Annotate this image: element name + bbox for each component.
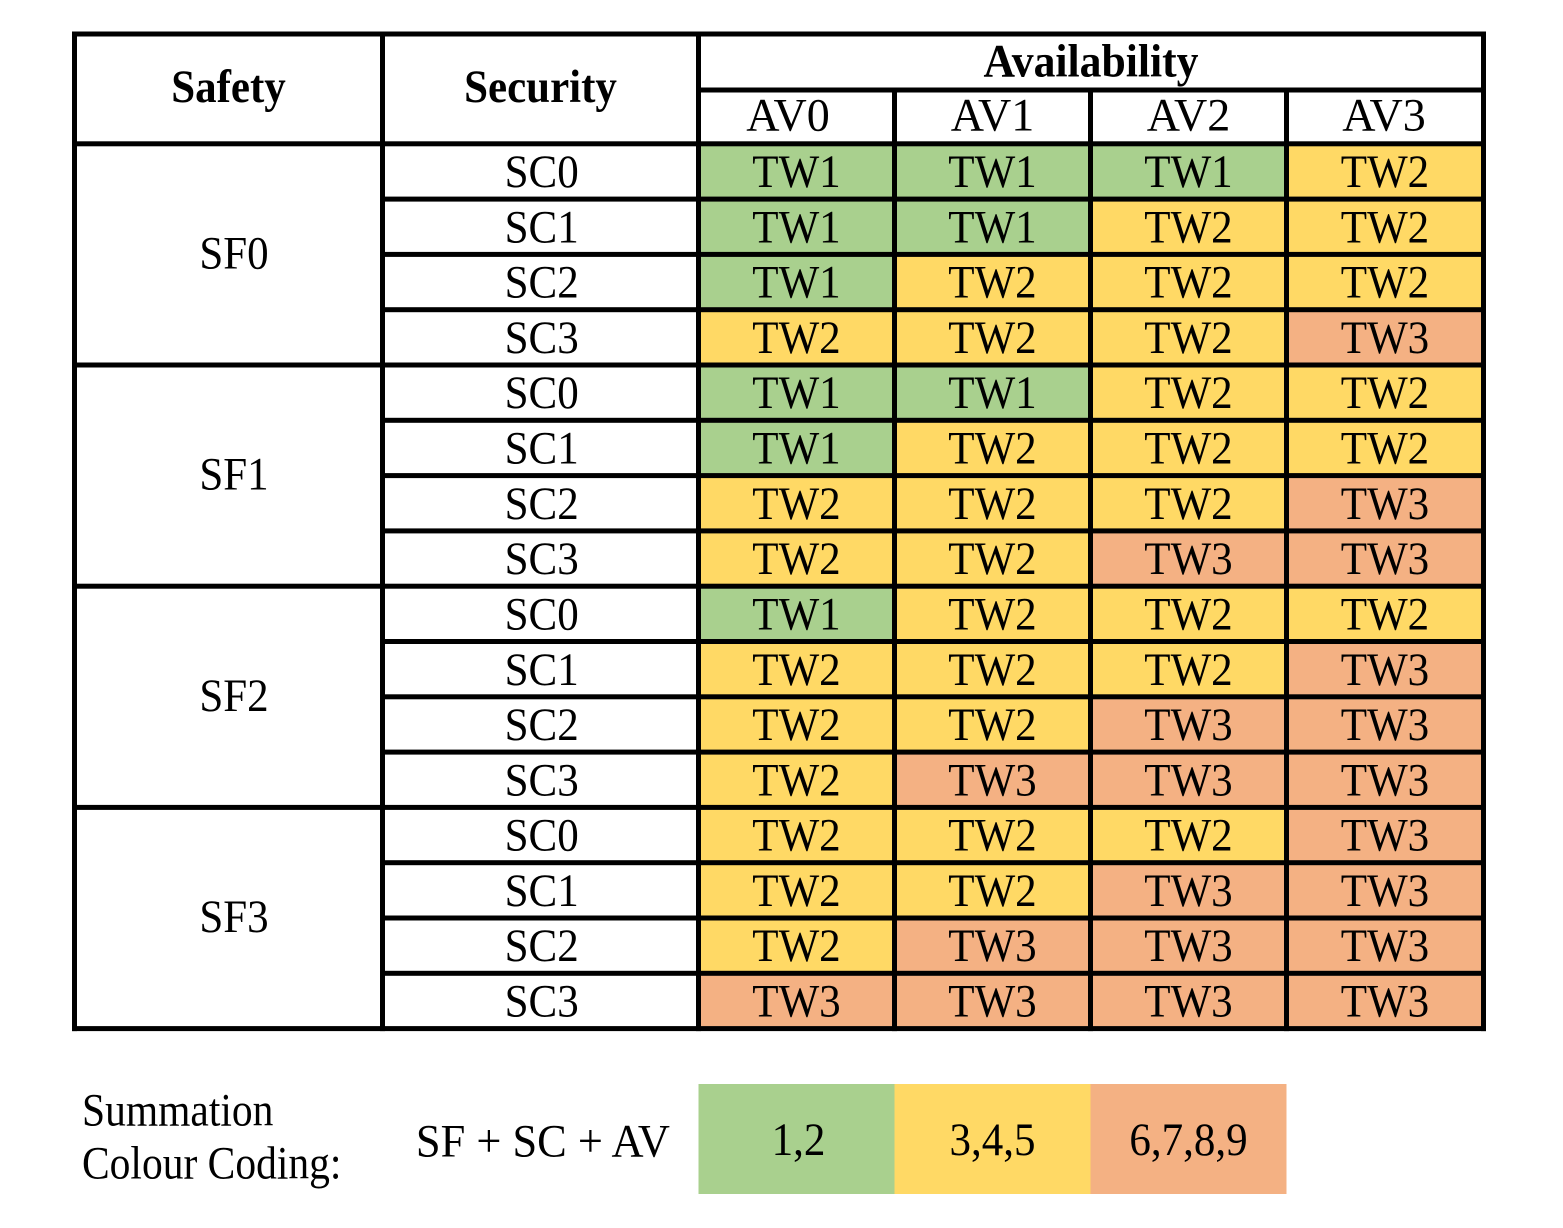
svg-text:TW2: TW2 — [752, 534, 840, 585]
svg-text:TW2: TW2 — [1341, 202, 1429, 253]
svg-text:TW1: TW1 — [948, 147, 1036, 198]
svg-text:SC1: SC1 — [505, 424, 579, 475]
svg-text:TW3: TW3 — [1341, 479, 1429, 530]
svg-text:TW3: TW3 — [1144, 977, 1232, 1028]
svg-text:SC3: SC3 — [505, 313, 579, 364]
svg-text:3,4,5: 3,4,5 — [950, 1115, 1036, 1166]
svg-text:TW2: TW2 — [752, 479, 840, 530]
svg-text:TW2: TW2 — [1144, 424, 1232, 475]
svg-text:TW2: TW2 — [1144, 645, 1232, 696]
svg-text:SC3: SC3 — [505, 534, 579, 585]
svg-text:TW1: TW1 — [1144, 147, 1232, 198]
svg-text:TW2: TW2 — [948, 590, 1036, 641]
svg-text:TW3: TW3 — [1341, 700, 1429, 751]
svg-text:SC0: SC0 — [505, 811, 579, 862]
svg-text:AV1: AV1 — [951, 91, 1035, 142]
svg-text:TW3: TW3 — [752, 977, 840, 1028]
svg-text:TW3: TW3 — [948, 921, 1036, 972]
svg-text:TW2: TW2 — [948, 313, 1036, 364]
svg-text:TW3: TW3 — [1341, 866, 1429, 917]
svg-text:SF + SC + AV: SF + SC + AV — [416, 1117, 670, 1168]
svg-text:Availability: Availability — [984, 37, 1199, 88]
svg-text:TW2: TW2 — [752, 811, 840, 862]
svg-text:TW2: TW2 — [1341, 590, 1429, 641]
svg-text:TW3: TW3 — [1341, 977, 1429, 1028]
svg-text:SF0: SF0 — [199, 228, 268, 279]
svg-text:SC2: SC2 — [505, 700, 579, 751]
svg-text:SF3: SF3 — [199, 892, 268, 943]
svg-text:TW3: TW3 — [948, 977, 1036, 1028]
svg-text:TW2: TW2 — [948, 534, 1036, 585]
svg-text:TW3: TW3 — [1144, 755, 1232, 806]
svg-text:TW1: TW1 — [948, 368, 1036, 419]
svg-text:SC3: SC3 — [505, 755, 579, 806]
svg-text:SC0: SC0 — [505, 368, 579, 419]
svg-text:TW3: TW3 — [1144, 866, 1232, 917]
svg-text:SC2: SC2 — [505, 479, 579, 530]
svg-text:SC2: SC2 — [505, 921, 579, 972]
svg-text:TW2: TW2 — [1144, 479, 1232, 530]
svg-text:TW3: TW3 — [1144, 921, 1232, 972]
svg-text:SC0: SC0 — [505, 590, 579, 641]
svg-text:AV0: AV0 — [746, 91, 830, 142]
svg-text:TW2: TW2 — [752, 921, 840, 972]
svg-text:TW1: TW1 — [752, 424, 840, 475]
svg-text:TW2: TW2 — [752, 645, 840, 696]
svg-text:6,7,8,9: 6,7,8,9 — [1129, 1115, 1247, 1166]
svg-text:TW1: TW1 — [948, 202, 1036, 253]
svg-text:TW3: TW3 — [1341, 534, 1429, 585]
svg-text:TW3: TW3 — [1341, 313, 1429, 364]
svg-text:TW2: TW2 — [1341, 424, 1429, 475]
svg-text:TW2: TW2 — [752, 755, 840, 806]
svg-text:TW2: TW2 — [1341, 258, 1429, 309]
svg-text:TW2: TW2 — [1144, 258, 1232, 309]
svg-text:SC3: SC3 — [505, 977, 579, 1028]
svg-text:TW2: TW2 — [752, 313, 840, 364]
svg-text:TW2: TW2 — [1144, 368, 1232, 419]
svg-text:SC1: SC1 — [505, 202, 579, 253]
svg-text:TW2: TW2 — [1341, 368, 1429, 419]
svg-text:TW3: TW3 — [1341, 645, 1429, 696]
svg-text:TW1: TW1 — [752, 258, 840, 309]
svg-text:TW3: TW3 — [1341, 811, 1429, 862]
svg-text:TW2: TW2 — [948, 811, 1036, 862]
svg-text:TW3: TW3 — [1341, 921, 1429, 972]
svg-text:TW2: TW2 — [1144, 590, 1232, 641]
svg-text:1,2: 1,2 — [772, 1115, 826, 1166]
svg-text:TW2: TW2 — [948, 645, 1036, 696]
svg-text:TW3: TW3 — [1144, 534, 1232, 585]
svg-text:TW2: TW2 — [948, 258, 1036, 309]
svg-text:TW2: TW2 — [1341, 147, 1429, 198]
svg-text:TW1: TW1 — [752, 202, 840, 253]
svg-text:TW3: TW3 — [1144, 700, 1232, 751]
svg-text:TW2: TW2 — [1144, 313, 1232, 364]
svg-text:Security: Security — [464, 62, 617, 113]
svg-text:SC2: SC2 — [505, 258, 579, 309]
svg-text:SF1: SF1 — [199, 450, 268, 501]
svg-text:TW2: TW2 — [948, 700, 1036, 751]
svg-text:Colour Coding:: Colour Coding: — [82, 1139, 341, 1190]
svg-text:TW2: TW2 — [948, 424, 1036, 475]
svg-text:SC0: SC0 — [505, 147, 579, 198]
svg-text:TW3: TW3 — [948, 755, 1036, 806]
svg-text:TW2: TW2 — [752, 866, 840, 917]
svg-text:TW2: TW2 — [948, 866, 1036, 917]
svg-text:SF2: SF2 — [199, 671, 268, 722]
svg-text:AV2: AV2 — [1147, 91, 1231, 142]
svg-text:SC1: SC1 — [505, 866, 579, 917]
svg-text:TW1: TW1 — [752, 590, 840, 641]
svg-text:TW1: TW1 — [752, 147, 840, 198]
svg-text:Safety: Safety — [171, 62, 286, 113]
svg-text:AV3: AV3 — [1342, 91, 1426, 142]
svg-text:TW2: TW2 — [752, 700, 840, 751]
svg-text:TW2: TW2 — [1144, 811, 1232, 862]
svg-text:SC1: SC1 — [505, 645, 579, 696]
svg-text:TW1: TW1 — [752, 368, 840, 419]
svg-text:TW2: TW2 — [948, 479, 1036, 530]
svg-text:TW2: TW2 — [1144, 202, 1232, 253]
svg-text:TW3: TW3 — [1341, 755, 1429, 806]
svg-text:Summation: Summation — [82, 1086, 273, 1137]
